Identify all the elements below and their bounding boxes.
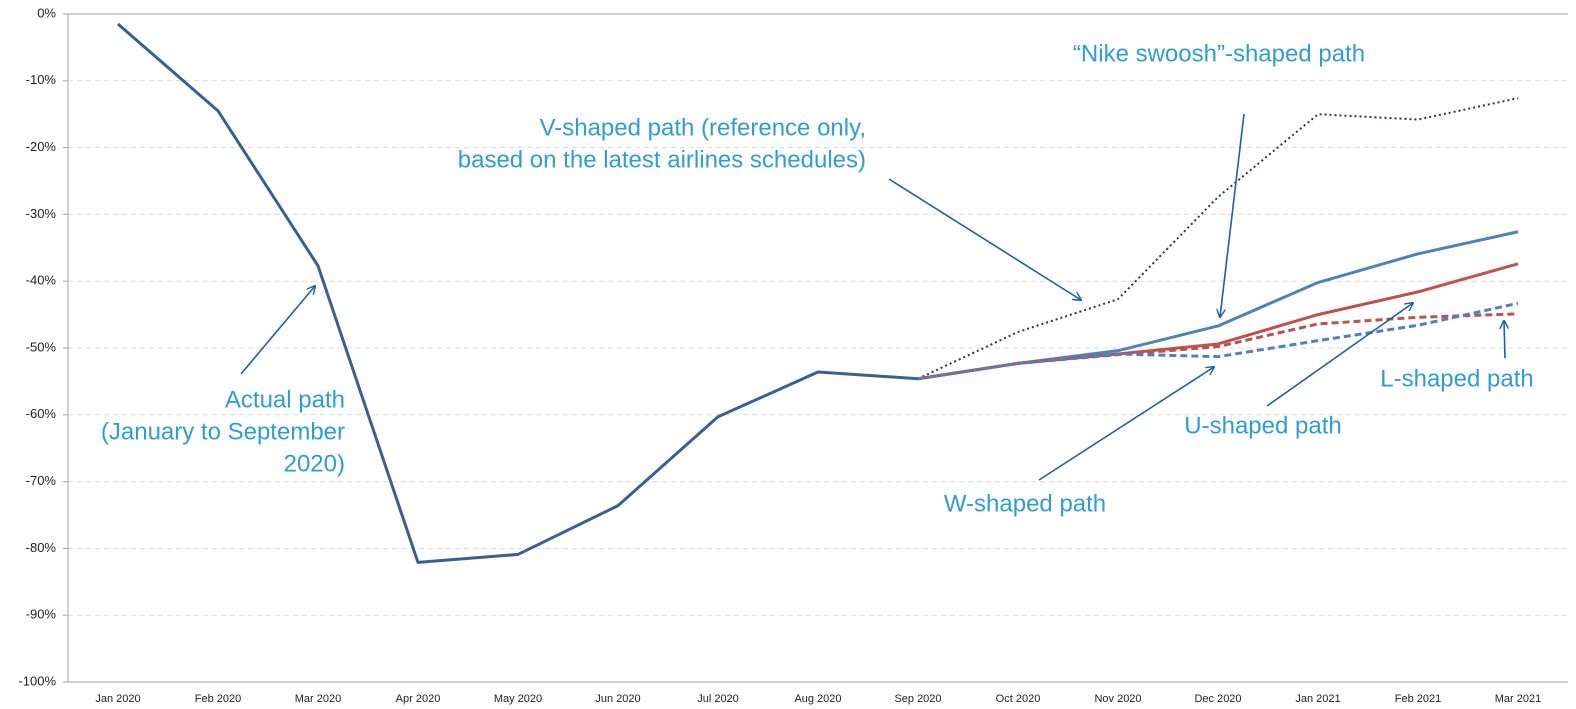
y-tick-label: -10% xyxy=(26,72,57,87)
x-tick-label: Aug 2020 xyxy=(794,693,841,705)
arrow xyxy=(1266,303,1413,407)
y-tick-label: -40% xyxy=(26,273,57,288)
annotation: L-shaped path xyxy=(1380,365,1533,392)
series-line xyxy=(117,22,919,564)
x-tick-label: Nov 2020 xyxy=(1094,693,1141,705)
y-tick-label: -70% xyxy=(26,473,57,488)
x-tick-label: Feb 2020 xyxy=(195,693,241,705)
annotation: 2020) xyxy=(284,450,345,477)
x-tick-label: Mar 2020 xyxy=(295,693,341,705)
annotation: “Nike swoosh”-shaped path xyxy=(1073,40,1365,67)
arrow xyxy=(1504,321,1505,359)
y-tick-label: -20% xyxy=(26,139,57,154)
annotation: V-shaped path (reference only, xyxy=(540,114,866,141)
x-tick-label: Sep 2020 xyxy=(894,693,941,705)
annotation: (January to September xyxy=(101,418,345,445)
x-tick-label: Apr 2020 xyxy=(396,693,441,705)
annotation: U-shaped path xyxy=(1184,412,1341,439)
y-tick-label: -30% xyxy=(26,206,57,221)
arrows xyxy=(240,113,1505,481)
arrow xyxy=(1220,113,1245,317)
annotation: Actual path xyxy=(225,386,345,413)
arrow xyxy=(1038,367,1214,481)
series-line xyxy=(917,97,1519,380)
y-tick-label: -50% xyxy=(26,339,57,354)
grid: 0% -10% -20% -30% -40% -50% -60% -70% -80% -90% -1… xyxy=(18,5,1568,705)
x-tick-label: Jan 2021 xyxy=(1295,693,1340,705)
x-tick-label: Feb 2021 xyxy=(1395,693,1441,705)
x-tick-label: Jul 2020 xyxy=(697,693,739,705)
annotations: Actual path (January to September 2020) V-s… xyxy=(101,40,1534,517)
plot xyxy=(117,22,1519,564)
x-tick-label: May 2020 xyxy=(494,693,542,705)
x-tick-label: Mar 2021 xyxy=(1495,693,1541,705)
x-tick-label: Jun 2020 xyxy=(595,693,640,705)
y-tick-label: -100% xyxy=(18,673,56,688)
series-line xyxy=(917,301,1519,381)
x-tick-label: Jan 2020 xyxy=(95,693,140,705)
y-tick-label: -90% xyxy=(26,607,57,622)
y-tick-label: -80% xyxy=(26,540,57,555)
annotation: based on the latest airlines schedules) xyxy=(458,146,866,173)
annotation: W-shaped path xyxy=(944,490,1106,517)
x-tick-label: Oct 2020 xyxy=(996,693,1041,705)
x-tick-label: Dec 2020 xyxy=(1194,693,1241,705)
y-tick-label: -60% xyxy=(26,406,57,421)
y-tick-label: 0% xyxy=(37,5,56,20)
arrow xyxy=(240,286,315,375)
arrow xyxy=(888,178,1081,300)
